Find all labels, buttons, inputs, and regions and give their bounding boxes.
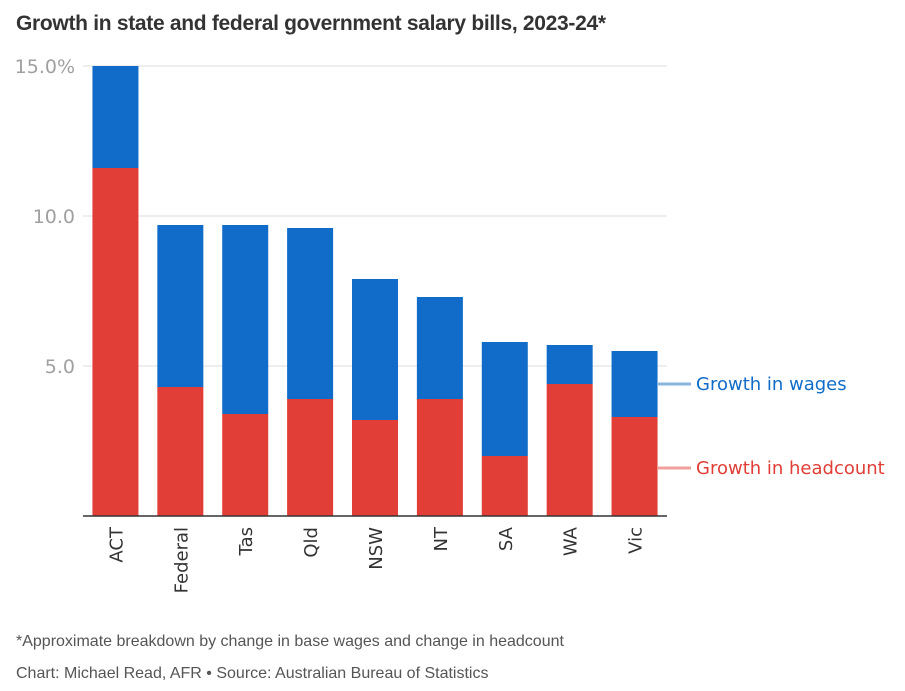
bar-growth-in-headcount-sa [481, 456, 528, 516]
bar-growth-in-headcount-vic [611, 417, 658, 516]
y-tick-label: 15.0% [15, 56, 75, 78]
bar-growth-in-wages-nsw [352, 279, 398, 420]
legend-label: Growth in wages [696, 374, 847, 395]
bar-growth-in-wages-wa [546, 345, 593, 384]
x-tick-label: Federal [171, 527, 192, 593]
bar-growth-in-wages-tas [222, 225, 269, 414]
x-tick-label: Qld [301, 527, 322, 558]
x-tick-label: Tas [236, 527, 257, 556]
chart-title: Growth in state and federal government s… [16, 12, 606, 35]
legend-label: Growth in headcount [696, 458, 885, 479]
bar-growth-in-wages-sa [481, 342, 528, 456]
y-tick-label: 10.0 [33, 206, 75, 228]
bar-growth-in-headcount-nsw [352, 420, 398, 516]
bar-growth-in-headcount-qld [287, 399, 334, 516]
x-tick-label: SA [496, 526, 517, 551]
bar-growth-in-wages-qld [287, 228, 334, 399]
bar-growth-in-wages-act [92, 66, 139, 168]
x-tick-label: Vic [626, 527, 647, 554]
bar-growth-in-headcount-tas [222, 414, 269, 516]
bar-growth-in-headcount-act [92, 168, 139, 516]
bar-growth-in-wages-federal [157, 225, 204, 387]
bar-growth-in-headcount-nt [416, 399, 463, 516]
footnote-credit: Chart: Michael Read, AFR • Source: Austr… [16, 665, 489, 682]
bars [92, 66, 658, 516]
y-tick-label: 5.0 [45, 356, 75, 378]
bar-growth-in-wages-nt [416, 297, 463, 399]
y-axis-ticks: 5.0 10.0 15.0% [15, 56, 75, 378]
bar-growth-in-headcount-federal [157, 387, 204, 516]
x-tick-label: NT [431, 526, 452, 551]
legend: Growth in wages Growth in headcount [657, 374, 885, 479]
x-tick-label: ACT [106, 526, 127, 563]
x-tick-label: WA [561, 526, 582, 556]
bar-growth-in-wages-vic [611, 351, 658, 417]
x-tick-label: NSW [366, 527, 387, 570]
footnote-note: *Approximate breakdown by change in base… [16, 633, 564, 650]
x-axis-labels: ACT Federal Tas Qld NSW NT SA WA Vic [106, 526, 646, 593]
bar-growth-in-headcount-wa [546, 384, 593, 516]
